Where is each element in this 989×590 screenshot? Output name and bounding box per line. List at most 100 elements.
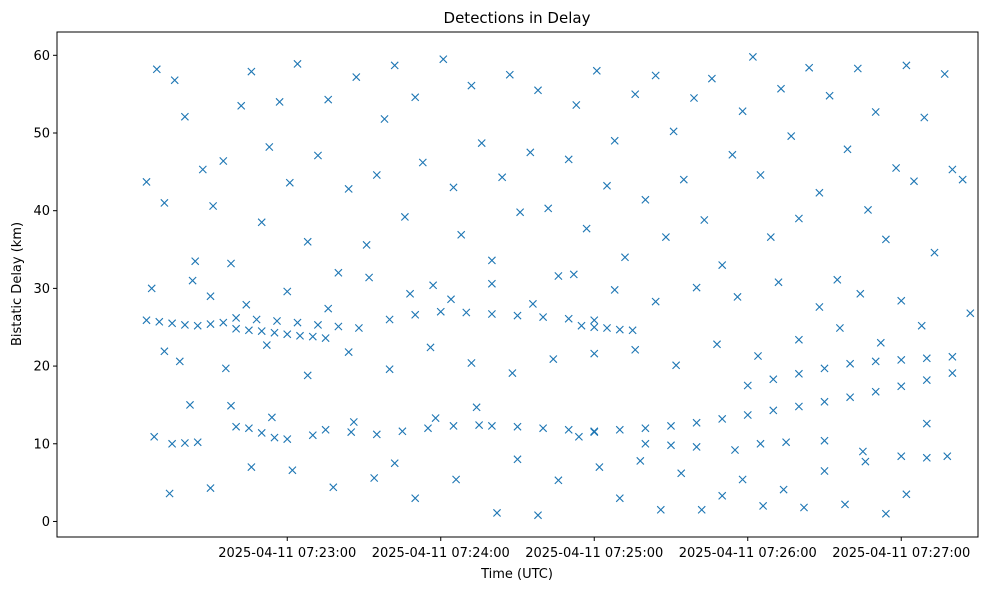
data-point — [257, 218, 266, 227]
data-point — [871, 108, 880, 116]
data-point — [641, 424, 650, 433]
data-point — [777, 84, 785, 93]
data-point — [313, 320, 322, 329]
data-point — [528, 299, 537, 308]
y-tick-label: 0 — [42, 515, 50, 530]
x-tick-label: 2025-04-11 07:24:00 — [372, 546, 510, 561]
data-point — [621, 253, 629, 262]
x-axis: 2025-04-11 07:23:00 2025-04-11 07:24:00 20… — [218, 537, 970, 561]
data-point — [610, 285, 619, 294]
data-point — [707, 74, 716, 83]
data-point — [805, 63, 814, 72]
y-tick-label: 50 — [33, 127, 50, 142]
x-tick-label: 2025-04-11 07:27:00 — [832, 546, 970, 561]
data-point — [794, 335, 803, 344]
y-axis-label: Bistatic Delay (km) — [10, 222, 25, 346]
data-point — [615, 325, 624, 334]
data-point — [462, 308, 471, 317]
data-point — [457, 230, 466, 239]
data-point — [429, 281, 438, 290]
data-point — [283, 435, 292, 444]
data-point — [841, 500, 849, 509]
data-point — [920, 113, 929, 122]
data-point — [692, 283, 701, 292]
data-point — [861, 457, 870, 466]
data-point — [833, 275, 842, 284]
data-point — [700, 216, 709, 224]
data-point — [270, 433, 279, 442]
data-point — [554, 476, 563, 485]
data-point — [769, 406, 778, 415]
data-point — [582, 224, 591, 233]
data-point — [380, 115, 389, 123]
data-point — [897, 296, 906, 305]
data-point — [902, 61, 911, 70]
data-point — [672, 361, 681, 370]
data-point — [293, 318, 302, 327]
data-point — [738, 107, 747, 116]
data-point — [731, 446, 739, 454]
data-point — [631, 90, 640, 99]
data-point — [577, 321, 586, 330]
data-point — [209, 202, 218, 210]
data-point — [467, 359, 476, 367]
data-point — [219, 318, 228, 327]
data-point — [232, 324, 241, 333]
data-point — [257, 327, 266, 336]
data-point — [564, 425, 573, 434]
data-point — [206, 320, 215, 329]
data-point — [365, 273, 374, 282]
data-point — [329, 483, 338, 492]
data-point — [390, 459, 399, 468]
data-point — [449, 421, 458, 430]
data-point — [590, 427, 599, 436]
data-point — [247, 463, 256, 472]
y-tick-label: 60 — [33, 49, 50, 64]
data-point — [858, 447, 867, 456]
data-point — [334, 268, 343, 277]
data-point — [219, 157, 228, 165]
x-tick-label: 2025-04-11 07:25:00 — [525, 546, 663, 561]
data-point — [595, 463, 604, 472]
data-point — [150, 432, 159, 441]
data-point — [651, 297, 660, 306]
data-point — [313, 151, 322, 160]
data-point — [406, 289, 415, 298]
data-point — [948, 165, 957, 174]
data-point — [856, 289, 865, 298]
data-point — [273, 317, 281, 325]
data-point — [748, 52, 757, 61]
data-point — [152, 65, 161, 74]
data-point — [603, 324, 611, 332]
data-point — [948, 369, 957, 378]
data-point — [820, 364, 829, 373]
data-point — [252, 315, 261, 324]
data-point — [221, 364, 230, 373]
data-point — [303, 237, 312, 246]
data-point — [922, 354, 931, 363]
data-point — [864, 205, 872, 214]
data-point — [283, 330, 292, 339]
data-point — [232, 313, 241, 322]
data-point — [897, 382, 906, 391]
data-point — [262, 341, 271, 350]
data-point — [549, 355, 558, 364]
data-point — [539, 313, 548, 322]
data-point — [191, 257, 200, 266]
data-point — [390, 61, 399, 70]
x-tick-label: 2025-04-11 07:23:00 — [218, 546, 356, 561]
data-point — [815, 188, 824, 197]
data-point — [247, 67, 256, 76]
data-point — [692, 418, 701, 427]
data-point — [477, 139, 486, 148]
data-point — [431, 414, 440, 423]
data-point — [718, 261, 727, 270]
data-point — [321, 334, 330, 343]
data-point — [411, 310, 420, 319]
data-point — [385, 315, 394, 324]
data-point — [615, 494, 624, 503]
data-point — [267, 413, 276, 422]
data-point — [641, 439, 650, 448]
data-point — [846, 393, 855, 402]
data-point — [628, 326, 637, 335]
